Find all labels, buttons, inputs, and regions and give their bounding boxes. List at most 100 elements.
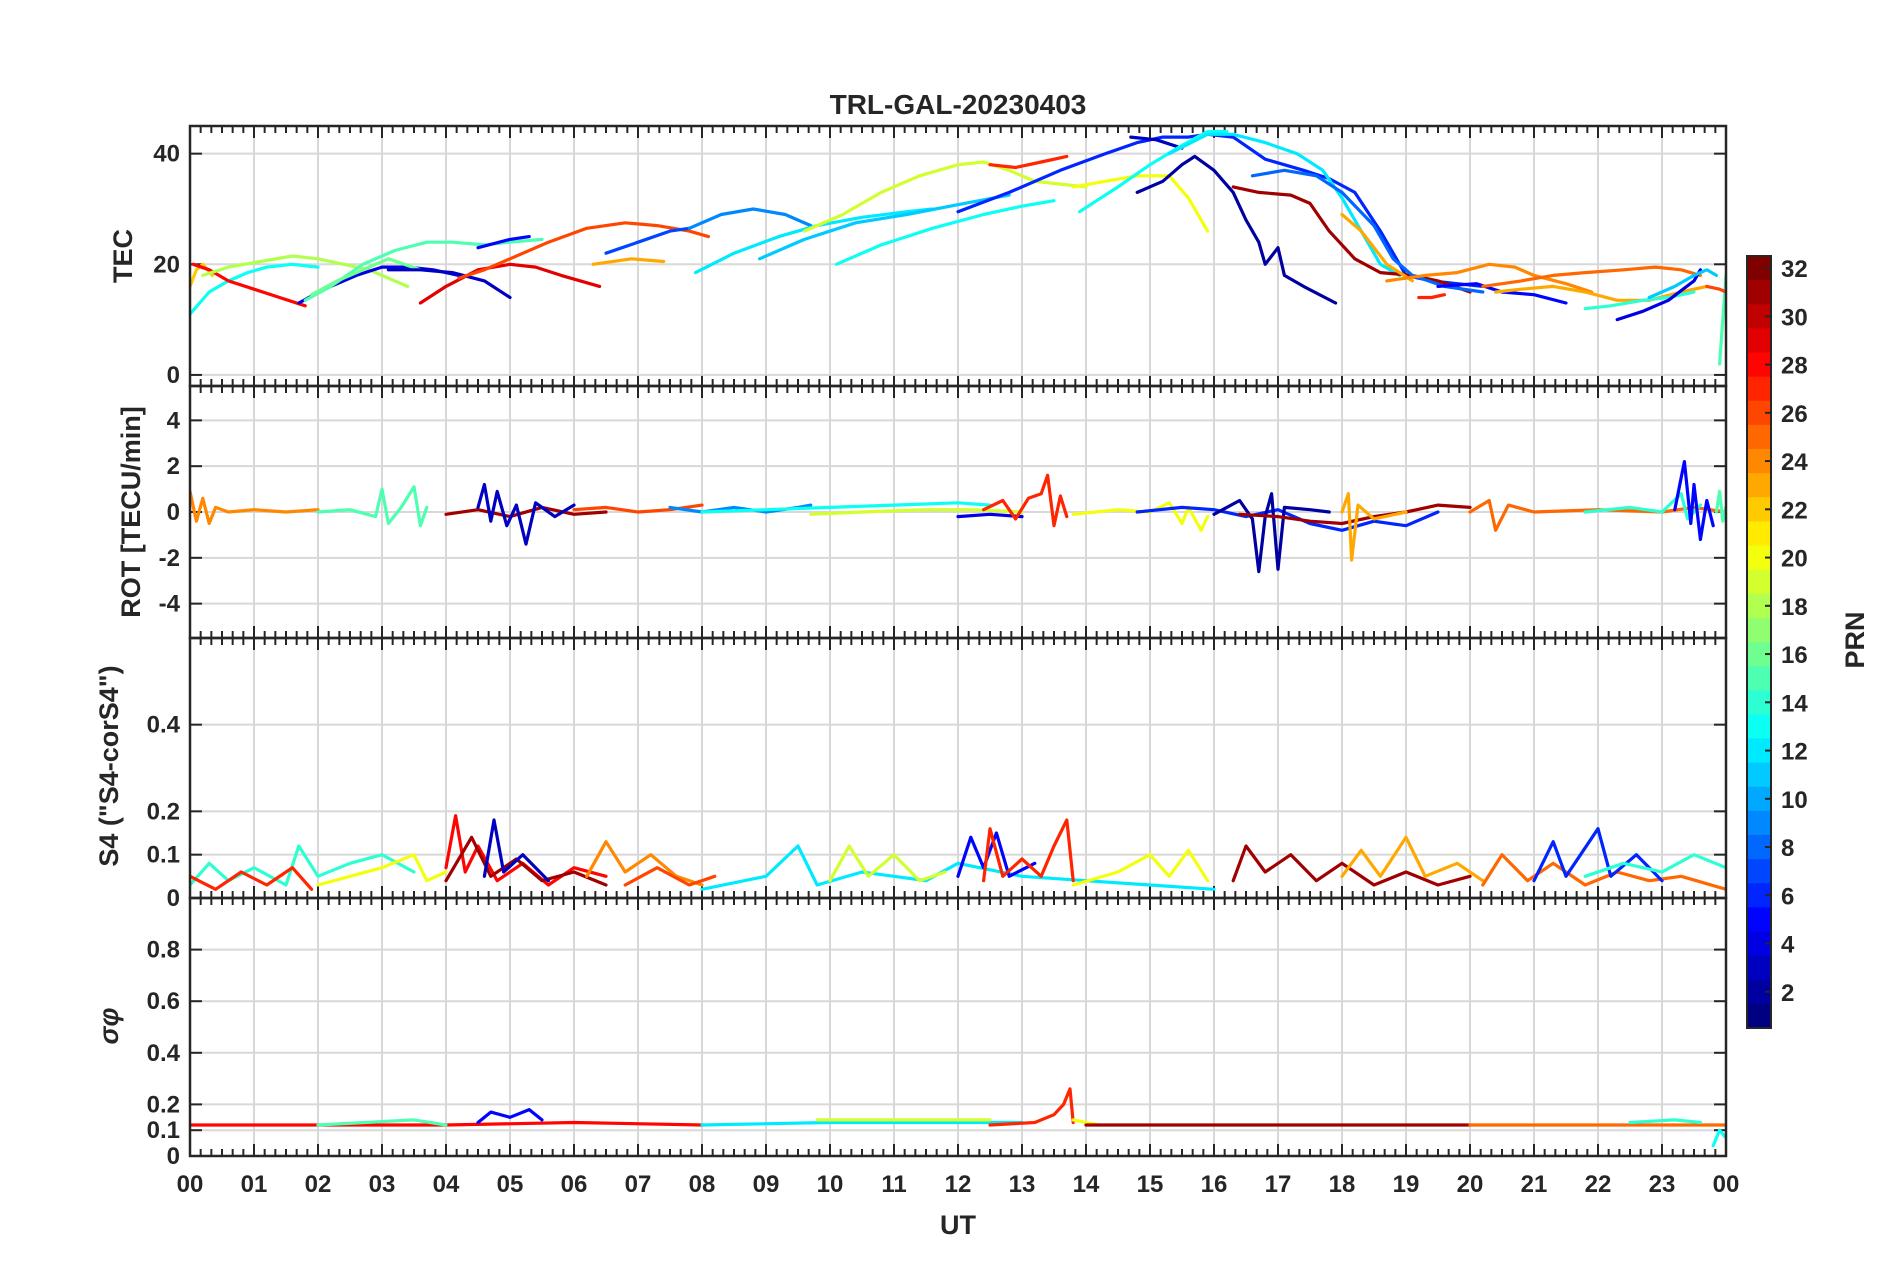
x-tick-label: 13	[1009, 1171, 1036, 1198]
y-tick-label: 0.6	[147, 988, 180, 1015]
y-axis-label: TEC	[108, 229, 138, 283]
colorbar-swatch	[1747, 907, 1771, 933]
series-line-prn-19	[828, 844, 947, 883]
series-line-prn-31	[1231, 844, 1472, 887]
colorbar-tick-label: 12	[1781, 739, 1808, 766]
series-line-prn-26	[1705, 284, 1726, 294]
series-line-prn-20	[1071, 174, 1210, 233]
y-tick-label: 0	[167, 362, 180, 389]
y-tick-label: 4	[167, 407, 181, 434]
y-axis-label: σφ	[94, 1008, 124, 1045]
y-axis-label: S4 ("S4-corS4")	[94, 665, 124, 866]
x-tick-label: 23	[1649, 1171, 1676, 1198]
x-tick-label: 14	[1073, 1171, 1100, 1198]
colorbar-tick-label: 26	[1781, 401, 1808, 428]
series-line-prn-13	[834, 199, 1056, 266]
x-tick-label: 00	[177, 1171, 204, 1198]
y-tick-label: 0.8	[147, 937, 180, 964]
series-line-prn-19	[802, 160, 1088, 233]
series-line-prn-13	[1078, 129, 1229, 214]
series-line-prn-25	[1468, 498, 1726, 532]
colorbar-swatch	[1747, 955, 1771, 981]
colorbar-tick-label: 32	[1781, 256, 1808, 283]
series-line-prn-11	[758, 193, 1011, 261]
y-tick-label: 0.2	[147, 1091, 180, 1118]
x-tick-label: 02	[305, 1171, 332, 1198]
series-group	[190, 129, 1726, 366]
series-line-prn-12	[700, 844, 1216, 891]
x-tick-label: 07	[625, 1171, 652, 1198]
y-tick-label: 2	[167, 453, 180, 480]
y-tick-label: 0.2	[147, 798, 180, 825]
series-line-prn-13	[700, 501, 992, 514]
series-line-prn-25	[1481, 853, 1726, 891]
x-tick-label: 16	[1201, 1171, 1228, 1198]
series-group	[190, 814, 1726, 891]
series-line-prn-6	[1532, 827, 1664, 883]
colorbar-tick-label: 10	[1781, 787, 1808, 814]
panel-rot: -4 -2 0 2 4 ROT [TECU/min]	[116, 384, 1728, 640]
x-axis-label: UT	[940, 1210, 976, 1240]
x-tick-label: 22	[1585, 1171, 1612, 1198]
series-line-prn-20	[1071, 501, 1210, 532]
x-tick-label: 21	[1521, 1171, 1548, 1198]
colorbar-swatch	[1747, 1003, 1771, 1029]
x-tick-label: 05	[497, 1171, 524, 1198]
colorbar-tick-label: 30	[1781, 304, 1808, 331]
colorbar-swatch	[1747, 859, 1771, 884]
series-line-prn-12	[700, 1120, 1024, 1127]
series-line-prn-8	[1250, 168, 1485, 294]
x-tick-label: 08	[689, 1171, 716, 1198]
colorbar-tick-label: 4	[1781, 932, 1795, 959]
chart-title: TRL-GAL-20230403	[830, 89, 1087, 120]
series-line-prn-14	[1628, 1118, 1702, 1125]
series-line-prn-29	[418, 262, 602, 305]
series-line-prn-3	[482, 818, 550, 883]
colorbar-swatch	[1747, 280, 1771, 305]
x-tick-label: 15	[1137, 1171, 1164, 1198]
axis-box	[188, 896, 1728, 1158]
x-tick-label: 20	[1457, 1171, 1484, 1198]
series-line-prn-24	[585, 840, 704, 887]
colorbar-tick-label: 20	[1781, 546, 1808, 573]
colorbar-swatch	[1747, 666, 1771, 691]
x-tick-label: 04	[433, 1171, 460, 1198]
series-line-prn-16	[310, 257, 422, 297]
colorbar-swatch	[1747, 617, 1771, 643]
series-line-prn-27	[988, 154, 1069, 170]
y-tick-label: 0	[167, 499, 180, 526]
series-line-prn-11	[1647, 268, 1718, 300]
series-line-prn-15	[316, 1118, 448, 1127]
colorbar-swatch	[1747, 521, 1771, 547]
colorbar-swatch	[1747, 473, 1771, 498]
series-line-prn-27	[190, 866, 314, 891]
colorbar-tick-label: 28	[1781, 353, 1808, 380]
colorbar-tick-label: 22	[1781, 497, 1808, 524]
series-line-prn-2	[1212, 492, 1331, 574]
series-line-prn-2	[1135, 154, 1338, 305]
series-line-prn-27	[982, 473, 1069, 528]
series-line-prn-5	[956, 831, 1037, 878]
x-tick-label: 03	[369, 1171, 396, 1198]
x-tick-label: 01	[241, 1171, 268, 1198]
series-line-prn-13	[1711, 1128, 1726, 1148]
series-line-prn-5	[476, 1108, 544, 1125]
series-line-prn-31	[1238, 503, 1472, 526]
series-line-prn-26	[623, 866, 717, 887]
series-line-prn-14	[190, 844, 416, 887]
colorbar-swatch	[1747, 714, 1771, 740]
x-tick-label: 12	[945, 1171, 972, 1198]
series-line-prn-5	[1673, 460, 1715, 542]
y-tick-label: 40	[153, 141, 180, 168]
series-line-prn-9	[687, 207, 813, 230]
panel-tec: 0 20 40 TEC	[108, 124, 1728, 389]
series-line-prn-5	[476, 235, 531, 250]
series-line-prn-6	[1135, 505, 1440, 532]
colorbar-tick-label: 18	[1781, 594, 1808, 621]
x-tick-label: 18	[1329, 1171, 1356, 1198]
series-line-prn-28	[191, 262, 307, 308]
x-tick-label: 11	[881, 1171, 906, 1198]
